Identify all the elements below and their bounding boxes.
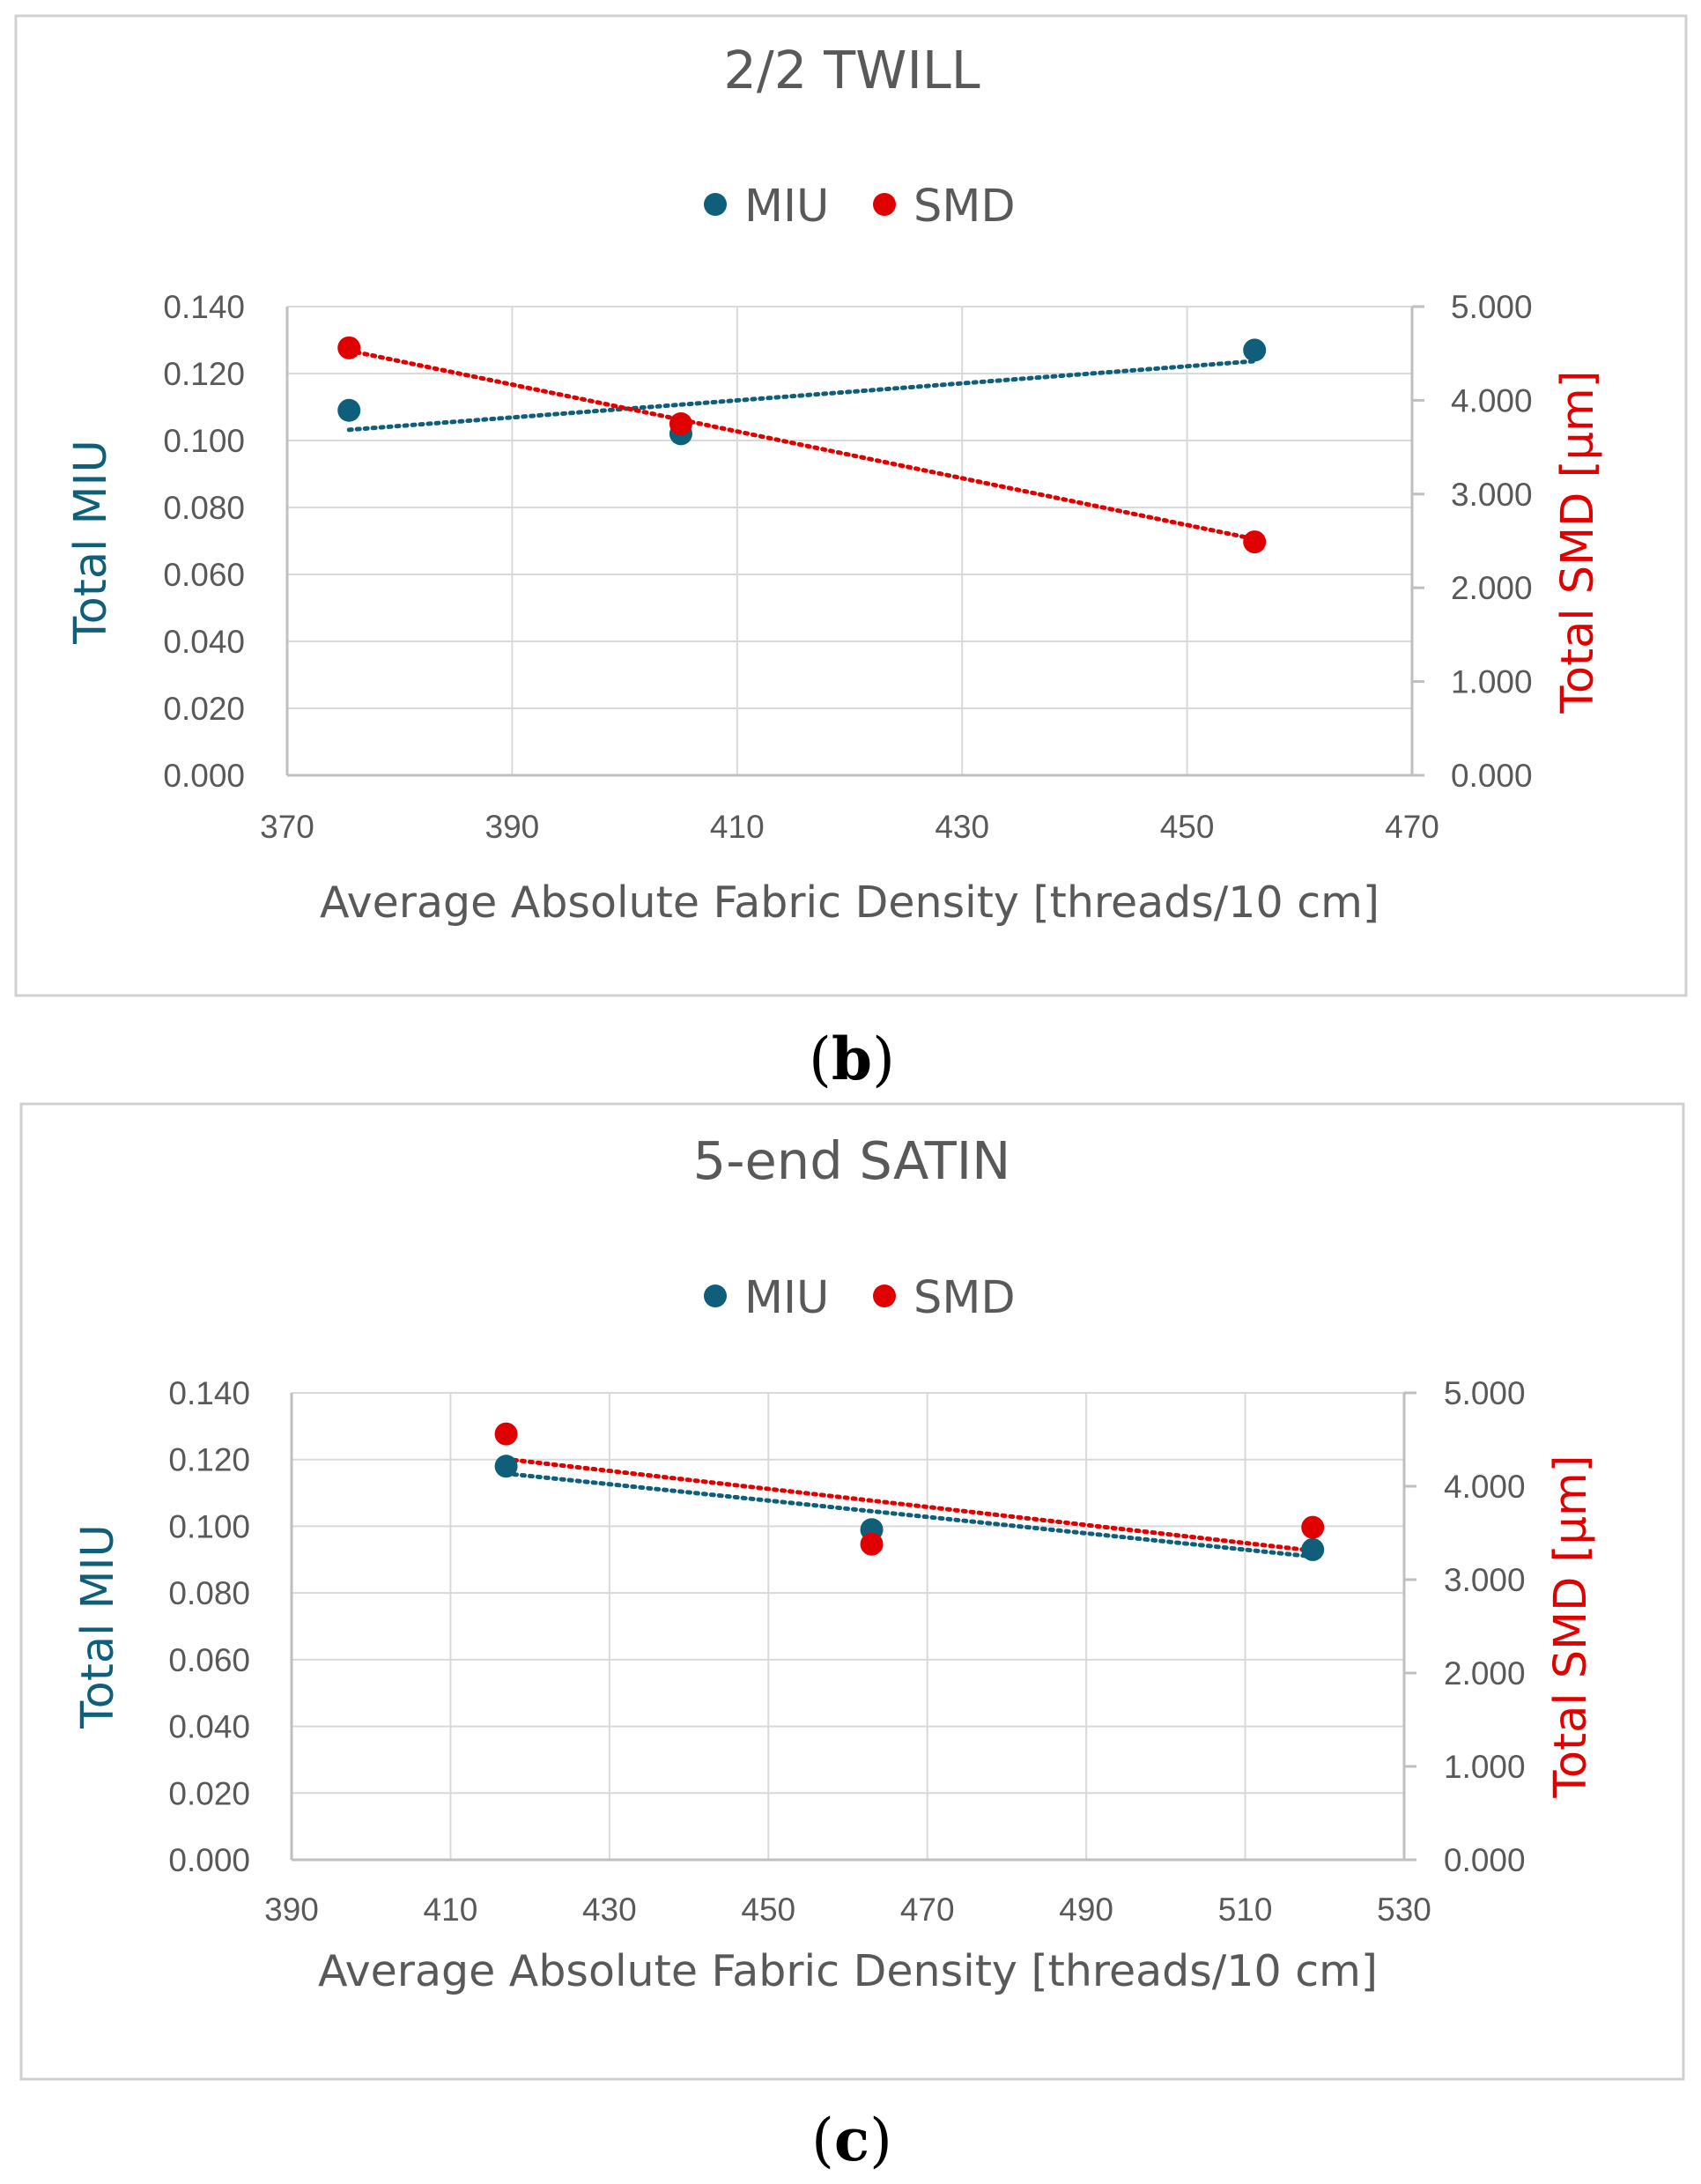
trendline-miu [504,1471,1315,1559]
y-axis-left-title: Total MIU [72,1524,124,1729]
y-right-tick-label: 4.000 [1444,1469,1526,1505]
caption-open: ( [811,2106,834,2174]
data-point-miu [1243,338,1267,362]
y-right-tick-label: 3.000 [1444,1562,1526,1598]
chart-title: 5-end SATIN [693,1130,1011,1191]
y-right-tick-label: 1.000 [1451,664,1533,700]
figure-caption: (b) [809,1025,895,1093]
y-right-tick-label: 2.000 [1444,1655,1526,1692]
trendline-smd [504,1456,1315,1553]
series-smd [346,348,1257,542]
series-smd [504,1456,1315,1553]
y-right-tick-label: 2.000 [1451,570,1533,606]
y-left-tick-label: 0.040 [168,1709,250,1745]
x-axis-title: Average Absolute Fabric Density [threads… [318,1946,1378,1996]
caption-open: ( [809,1025,832,1093]
x-axis-title: Average Absolute Fabric Density [threads… [320,877,1379,928]
data-point-miu [1301,1537,1325,1561]
data-point-miu [494,1455,518,1478]
data-point-smd [494,1422,518,1446]
y-left-tick-label: 0.020 [163,691,245,727]
y-left-tick-label: 0.000 [168,1842,250,1878]
caption-close: ) [872,1025,895,1093]
y-axis-left-title: Total MIU [65,440,117,645]
y-left-tick-label: 0.120 [163,356,245,392]
x-tick-label: 390 [264,1892,319,1928]
data-point-miu [337,398,361,422]
x-tick-label: 470 [1385,809,1439,845]
x-tick-label: 450 [1160,809,1215,845]
y-left-tick-label: 0.000 [163,758,245,794]
y-left-tick-label: 0.100 [163,423,245,459]
data-point-smd [669,412,692,435]
x-tick-label: 530 [1377,1892,1431,1928]
trendline-miu [346,359,1257,433]
markers-smd [337,336,1267,554]
x-tick-label: 450 [741,1892,795,1928]
data-point-smd [1301,1515,1325,1539]
x-tick-label: 430 [935,809,989,845]
y-left-tick-label: 0.080 [163,490,245,526]
trendline-smd [346,348,1257,542]
x-tick-label: 410 [424,1892,478,1928]
legend-label-miu: MIU [744,1272,829,1324]
chart-1: 2/2 TWILL MIU SMD 370 390 410 430 450 470 0.000 0.… [14,14,1688,1093]
y-axis-right-title: Total SMD [µm] [1552,370,1604,714]
y-left-tick-label: 0.060 [163,557,245,593]
y-axis-right-title: Total SMD [µm] [1545,1455,1597,1798]
chart-title: 2/2 TWILL [723,40,980,100]
x-tick-label: 510 [1218,1892,1273,1928]
y-left-tick-label: 0.040 [163,624,245,660]
series-miu [346,359,1257,433]
legend-marker-miu [704,1284,727,1307]
y-right-tick-label: 4.000 [1451,382,1533,418]
y-left-tick-label: 0.060 [168,1642,250,1678]
x-tick-label: 490 [1059,1892,1113,1928]
legend-label-smd: SMD [913,181,1016,233]
caption-letter: b [832,1025,872,1093]
y-left-tick-label: 0.020 [168,1775,250,1811]
y-left-tick-label: 0.080 [168,1575,250,1611]
data-point-smd [1243,530,1267,554]
y-left-tick-label: 0.140 [168,1375,250,1411]
y-right-tick-label: 0.000 [1444,1842,1526,1878]
y-left-tick-label: 0.100 [168,1508,250,1544]
y-right-tick-label: 5.000 [1451,289,1533,325]
x-tick-label: 390 [485,809,540,845]
y-left-tick-label: 0.120 [168,1442,250,1478]
y-left-tick-label: 0.140 [163,289,245,325]
legend-marker-smd [873,1284,896,1307]
legend-label-miu: MIU [744,181,829,233]
x-tick-label: 410 [710,809,765,845]
y-right-tick-label: 5.000 [1444,1375,1526,1411]
x-tick-label: 370 [260,809,314,845]
legend-marker-miu [704,193,727,216]
caption-close: ) [869,2106,892,2174]
series-miu [504,1471,1315,1559]
y-right-tick-label: 3.000 [1451,477,1533,513]
x-tick-label: 430 [582,1892,637,1928]
y-right-tick-label: 1.000 [1444,1749,1526,1785]
data-point-smd [337,336,361,359]
markers-smd [494,1422,1325,1556]
chart-frame [14,14,1688,997]
figure-caption: (c) [811,2106,892,2174]
y-right-tick-label: 0.000 [1451,758,1533,794]
legend: MIU SMD [704,1272,1016,1324]
caption-letter: c [834,2106,869,2174]
legend-label-smd: SMD [913,1272,1016,1324]
legend: MIU SMD [704,181,1016,233]
legend-marker-smd [873,193,896,216]
x-tick-label: 470 [900,1892,955,1928]
chart-frame [19,1102,1685,2081]
data-point-smd [860,1532,884,1556]
chart-2: 5-end SATIN MIU SMD 390 410 430 450 470 490 510 53… [19,1102,1685,2174]
